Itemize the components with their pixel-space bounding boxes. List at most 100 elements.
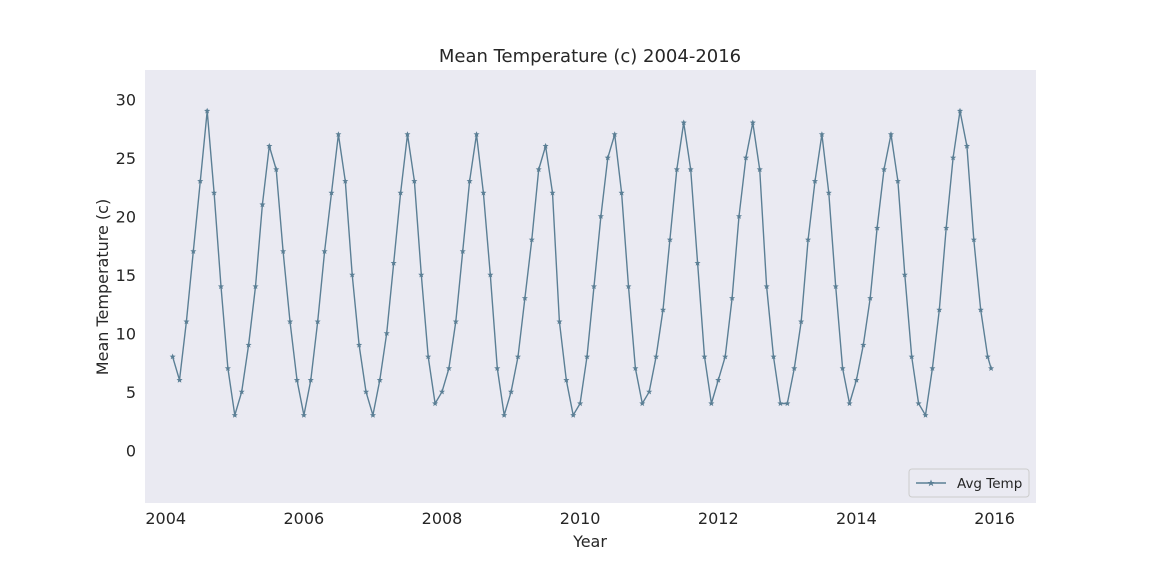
data-point xyxy=(680,119,687,126)
data-point xyxy=(356,341,363,348)
data-point xyxy=(273,166,280,173)
y-tick-label: 5 xyxy=(126,383,136,402)
data-point xyxy=(694,259,701,266)
data-point xyxy=(535,166,542,173)
data-point xyxy=(646,388,653,395)
data-point xyxy=(722,353,729,360)
data-point xyxy=(584,353,591,360)
data-point xyxy=(590,283,597,290)
data-point xyxy=(957,107,964,114)
data-point xyxy=(639,400,646,407)
data-point xyxy=(307,376,314,383)
data-point xyxy=(853,376,860,383)
chart-title: Mean Temperature (c) 2004-2016 xyxy=(439,46,741,67)
data-point xyxy=(832,283,839,290)
data-point xyxy=(183,318,190,325)
data-point xyxy=(901,271,908,278)
series-layer xyxy=(169,107,995,418)
y-tick-label: 15 xyxy=(116,266,136,285)
data-point xyxy=(266,142,273,149)
x-axis: 2004 2006 2008 2010 2012 2014 2016 xyxy=(145,509,1015,528)
data-point xyxy=(798,318,805,325)
legend-box xyxy=(908,468,1030,498)
data-point xyxy=(293,376,300,383)
data-point xyxy=(970,236,977,243)
data-point xyxy=(563,376,570,383)
data-point xyxy=(487,271,494,278)
data-point xyxy=(245,341,252,348)
data-point xyxy=(411,178,418,184)
data-point xyxy=(217,283,224,290)
data-point xyxy=(894,178,901,184)
data-point xyxy=(514,353,521,360)
data-point xyxy=(943,224,950,231)
data-point xyxy=(666,236,673,243)
data-point xyxy=(763,283,770,290)
y-axis-label: Mean Temperature (c) xyxy=(93,199,112,375)
data-point xyxy=(874,224,881,231)
data-point xyxy=(321,248,328,254)
x-tick-label: 2006 xyxy=(284,509,325,528)
data-point xyxy=(238,388,245,395)
data-point xyxy=(176,376,183,383)
data-point xyxy=(597,213,604,219)
data-point xyxy=(528,236,535,243)
data-point xyxy=(211,189,218,196)
data-point xyxy=(404,131,411,137)
data-point xyxy=(818,131,825,137)
y-tick-label: 30 xyxy=(116,90,136,109)
data-point xyxy=(825,189,832,196)
data-point xyxy=(342,178,349,184)
data-point xyxy=(784,400,791,407)
data-point xyxy=(383,330,390,336)
y-tick-label: 0 xyxy=(126,441,136,460)
legend-entry-label: Avg Temp xyxy=(957,476,1022,492)
data-point xyxy=(259,201,266,208)
data-point xyxy=(625,283,632,290)
y-tick-label: 25 xyxy=(116,149,136,168)
data-point xyxy=(501,412,508,418)
data-point xyxy=(197,178,204,184)
x-axis-label: Year xyxy=(572,532,607,551)
data-point xyxy=(577,400,584,407)
data-point xyxy=(729,295,736,301)
data-point xyxy=(445,365,452,371)
data-point xyxy=(335,131,342,137)
x-tick-label: 2012 xyxy=(698,509,739,528)
data-point xyxy=(611,131,618,137)
data-point xyxy=(736,213,742,219)
legend: Avg Temp xyxy=(908,468,1030,498)
data-point xyxy=(867,295,874,301)
data-point xyxy=(846,400,853,407)
data-point xyxy=(521,295,528,301)
data-point xyxy=(425,353,432,360)
data-point xyxy=(280,248,287,254)
x-tick-label: 2014 xyxy=(836,509,877,528)
data-point xyxy=(224,365,231,371)
data-point xyxy=(887,131,894,137)
data-point xyxy=(363,388,370,395)
data-point xyxy=(480,189,487,196)
data-point xyxy=(466,178,473,184)
data-point xyxy=(963,142,970,149)
data-point xyxy=(418,271,425,278)
data-point xyxy=(314,318,321,325)
data-point xyxy=(190,248,197,254)
data-point xyxy=(908,353,915,360)
data-point xyxy=(936,306,943,313)
plot-area xyxy=(145,70,1036,503)
data-point xyxy=(749,119,756,126)
x-tick-label: 2016 xyxy=(974,509,1015,528)
data-point xyxy=(988,365,995,371)
data-point xyxy=(777,400,784,407)
data-point xyxy=(439,388,445,395)
y-tick-label: 10 xyxy=(116,324,136,343)
data-point xyxy=(432,400,439,407)
y-axis: 0 5 10 15 20 25 30 xyxy=(116,90,136,460)
legend-star-icon xyxy=(927,479,935,487)
data-point xyxy=(701,353,708,360)
data-point xyxy=(632,365,639,371)
data-point xyxy=(494,365,501,371)
